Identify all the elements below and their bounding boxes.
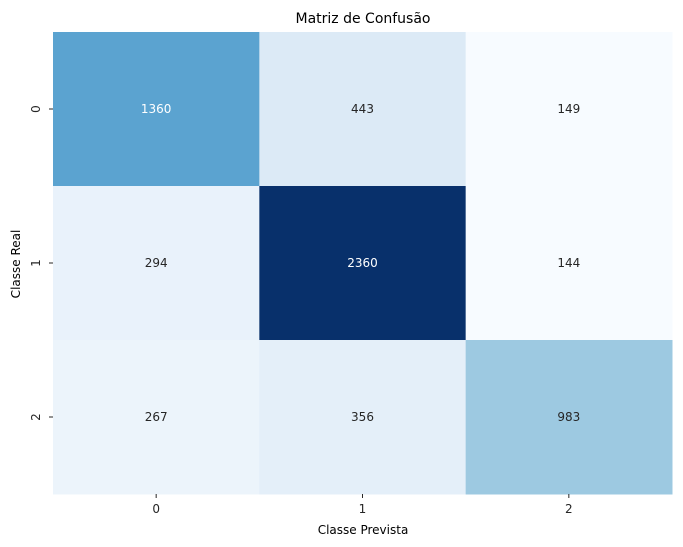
y-tick-label-0: 0 <box>29 105 43 113</box>
heatmap-cell-r1-c1 <box>259 186 467 341</box>
x-axis-label: Classe Prevista <box>318 523 409 537</box>
y-tick-label-1: 1 <box>29 259 43 267</box>
heatmap-cell-value-r0-c2: 149 <box>557 102 580 116</box>
heatmap-cell-r1-c2 <box>465 186 673 341</box>
heatmap-cell-r2-c2 <box>465 340 673 495</box>
x-axis-ticks: 0 1 2 <box>152 494 573 516</box>
heatmap-cell-value-r0-c1: 443 <box>351 102 374 116</box>
heatmap-cell-r2-c1 <box>259 340 467 495</box>
y-axis-label: Classe Real <box>9 230 23 299</box>
heatmap-cell-r2-c0 <box>53 340 260 495</box>
x-tick-label-2: 2 <box>565 502 573 516</box>
heatmap-cell-r0-c1 <box>259 32 467 187</box>
heatmap-cell-value-r2-c0: 267 <box>145 410 168 424</box>
heatmap-cell-value-r1-c0: 294 <box>145 256 168 270</box>
heatmap-cell-value-r1-c1: 2360 <box>347 256 378 270</box>
heatmap-cell-r0-c2 <box>465 32 673 187</box>
x-tick-label-0: 0 <box>152 502 160 516</box>
heatmap-cell-value-r1-c2: 144 <box>557 256 580 270</box>
x-tick-label-1: 1 <box>359 502 367 516</box>
chart-title: Matriz de Confusão <box>296 11 431 27</box>
y-axis-ticks: 0 1 2 <box>29 105 53 421</box>
heatmap-cell-value-r0-c0: 1360 <box>141 102 172 116</box>
heatmap-cell-value-r2-c2: 983 <box>557 410 580 424</box>
heatmap-cell-value-r2-c1: 356 <box>351 410 374 424</box>
heatmap-cell-r1-c0 <box>53 186 260 341</box>
y-tick-label-2: 2 <box>29 413 43 421</box>
heatmap-cells: 1360 443 149 294 2360 144 267 356 983 <box>53 32 673 495</box>
heatmap-cell-r0-c0 <box>53 32 260 187</box>
